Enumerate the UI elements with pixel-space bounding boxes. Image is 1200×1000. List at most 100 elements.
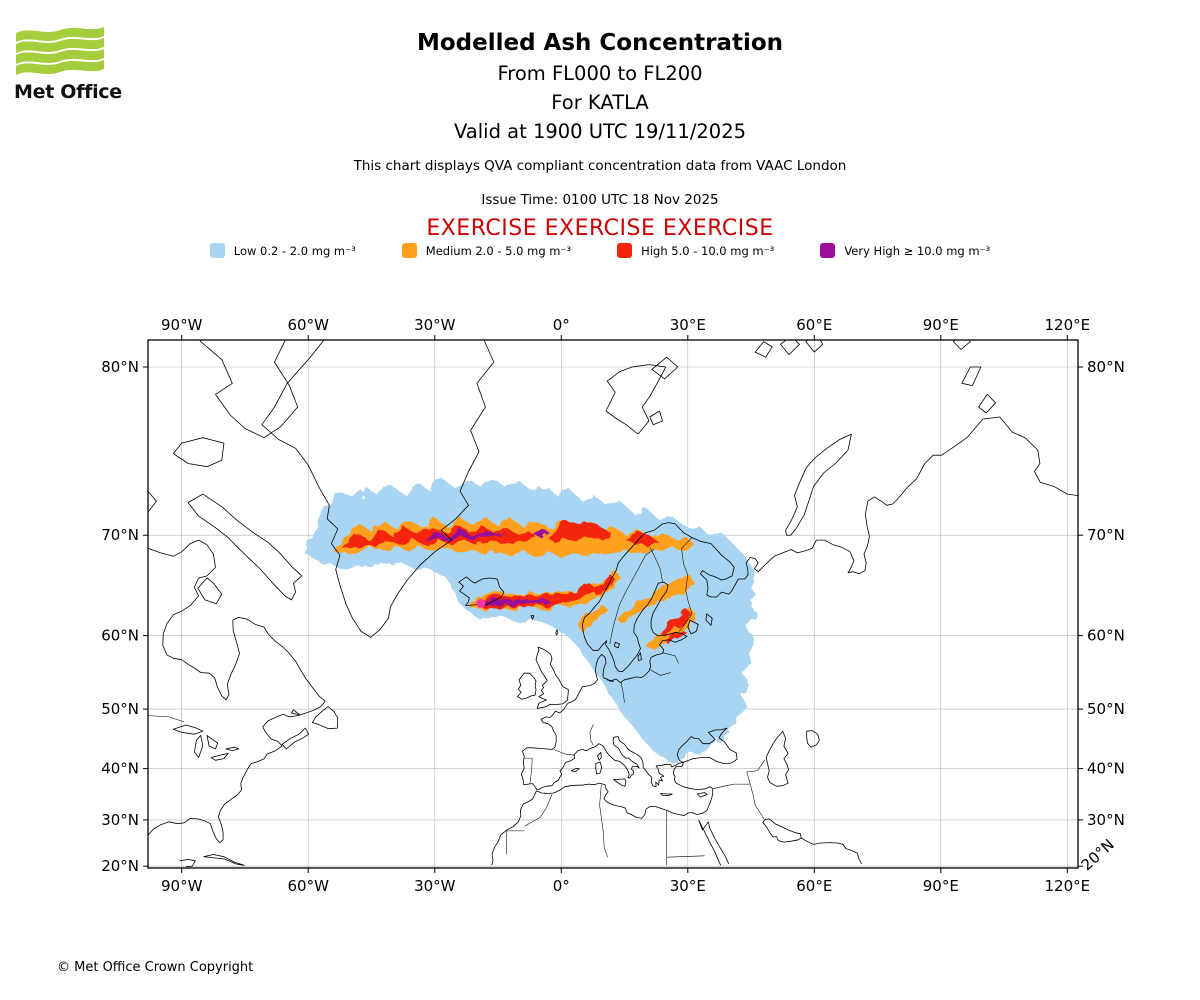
legend-label: High 5.0 - 10.0 mg m⁻³ <box>641 243 775 258</box>
coastline-path <box>312 706 339 730</box>
coastline-path <box>458 576 505 606</box>
lon-tick-label: 30°W <box>414 316 456 334</box>
lon-tick-label: 90°E <box>923 316 959 334</box>
border-path <box>506 830 525 855</box>
coastline-path <box>649 410 663 426</box>
legend: Low 0.2 - 2.0 mg m⁻³ Medium 2.0 - 5.0 mg … <box>0 243 1200 258</box>
coastline-path <box>605 364 667 435</box>
lat-tick-label: 30°N <box>101 811 139 829</box>
map-frame <box>147 339 1079 869</box>
coastline-path <box>148 490 157 513</box>
coastline-path <box>754 341 773 358</box>
grid <box>148 340 1078 868</box>
coastline-path <box>187 493 303 601</box>
lat-tick-label: 20°N <box>101 857 139 875</box>
border-path <box>666 855 705 858</box>
coastline-path <box>530 615 535 620</box>
lon-tick-label: 60°W <box>287 316 329 334</box>
coastline-path <box>206 735 218 750</box>
border-path <box>749 784 764 820</box>
border-path <box>524 757 533 784</box>
lat-tick-label: 40°N <box>1087 760 1125 778</box>
lat-tick-label: 50°N <box>101 700 139 718</box>
lon-tick-label: 30°E <box>670 316 706 334</box>
ash-polygon <box>479 598 551 607</box>
coastline-path <box>762 818 802 843</box>
coastline-path <box>637 652 642 661</box>
compliance-note: This chart displays QVA compliant concen… <box>353 158 847 174</box>
coastline-path <box>210 753 229 761</box>
coastline-path <box>978 394 996 414</box>
exercise-banner: EXERCISE EXERCISE EXERCISE <box>426 216 774 241</box>
volcano-name-line: For KATLA <box>551 91 649 114</box>
legend-label: Very High ≥ 10.0 mg m⁻³ <box>844 243 991 258</box>
border-path <box>553 749 575 756</box>
coastline-path <box>172 437 225 468</box>
coastline-path <box>961 366 982 386</box>
coastline-path <box>148 539 326 843</box>
coastline-path <box>197 577 223 605</box>
met-office-logo-text: Met Office <box>14 81 122 103</box>
ash-polygon <box>577 603 608 632</box>
country-borders <box>148 537 766 866</box>
ash-polygon <box>531 527 549 537</box>
legend-item-low: Low 0.2 - 2.0 mg m⁻³ <box>209 243 356 258</box>
coastline-path <box>614 641 620 649</box>
coastline-path <box>660 793 673 796</box>
legend-label: Medium 2.0 - 5.0 mg m⁻³ <box>425 243 572 258</box>
lat-tick-label: 80°N <box>1087 358 1125 376</box>
coastline-path <box>555 629 559 636</box>
lon-tick-label: 30°E <box>670 877 706 895</box>
lat-tick-label: 60°N <box>1087 627 1125 645</box>
coastline-path <box>698 820 722 866</box>
coastline-path <box>595 761 603 775</box>
coastline-path <box>676 727 738 764</box>
coastline-path <box>225 746 240 752</box>
coastline-path <box>571 768 580 773</box>
coastline-path <box>953 340 971 350</box>
coastline-path <box>281 727 310 750</box>
lon-tick-label: 90°W <box>161 316 203 334</box>
lat-tick-label: 70°N <box>1087 526 1125 544</box>
coastline-path <box>291 709 301 716</box>
lon-tick-label: 60°E <box>796 877 832 895</box>
border-path <box>620 682 625 703</box>
border-path <box>713 783 751 790</box>
legend-item-medium: Medium 2.0 - 5.0 mg m⁻³ <box>401 243 572 258</box>
lon-tick-label: 60°E <box>796 316 832 334</box>
border-path <box>599 784 608 858</box>
coastline-path <box>179 859 196 867</box>
coastline-path <box>172 724 204 735</box>
lat-tick-label: 40°N <box>101 760 139 778</box>
ash-layer-very_high <box>422 527 551 607</box>
volcano-marker <box>476 598 486 608</box>
legend-swatch-high <box>617 243 633 258</box>
border-path <box>589 724 594 746</box>
coastline-path <box>597 752 602 761</box>
chart-title: Modelled Ash Concentration <box>416 30 784 56</box>
copyright: © Met Office Crown Copyright <box>57 960 254 975</box>
coastline-path <box>582 522 693 683</box>
ash-polygon <box>616 574 695 623</box>
lat-tick-label: 60°N <box>101 627 139 645</box>
coastline-path <box>194 735 204 758</box>
coastline-path <box>708 821 730 865</box>
lon-tick-label: 60°W <box>287 877 329 895</box>
legend-item-very-high: Very High ≥ 10.0 mg m⁻³ <box>820 243 990 258</box>
lon-tick-label: 120°E <box>1044 877 1090 895</box>
flight-level-range: From FL000 to FL200 <box>497 62 703 85</box>
axis-labels: 90°W 90°W 60°W 60°W 30°W 30°W 0° 0° 30°E 30°E 60°E… <box>101 316 1125 895</box>
coastline-path <box>806 730 820 748</box>
border-path <box>649 547 663 583</box>
coastline-path <box>691 416 1078 598</box>
legend-swatch-very-high <box>820 243 836 258</box>
coastline-path <box>698 820 709 831</box>
lat-tick-label: 80°N <box>101 358 139 376</box>
coastline-path <box>261 340 495 638</box>
lat-tick-label: 50°N <box>1087 700 1125 718</box>
coastline-path <box>705 613 713 626</box>
coastline-path <box>517 672 537 700</box>
border-path <box>148 715 184 723</box>
lat-tick-label: 30°N <box>1087 811 1125 829</box>
